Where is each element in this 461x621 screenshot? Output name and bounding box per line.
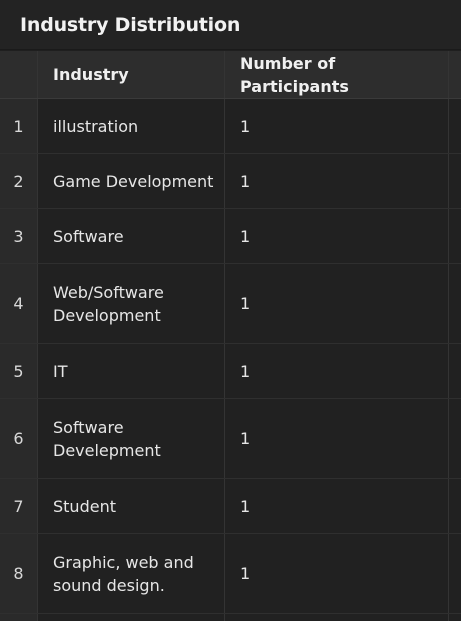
table-row[interactable]: 1 illustration 1 xyxy=(0,99,461,154)
row-filler xyxy=(449,614,461,621)
participants-cell-empty xyxy=(225,614,449,621)
table-row[interactable]: 2 Game Development 1 xyxy=(0,154,461,209)
participants-cell[interactable]: 1 xyxy=(225,99,449,153)
row-index: 8 xyxy=(0,534,38,613)
row-filler xyxy=(449,399,461,478)
industry-cell[interactable]: Software Develepment xyxy=(38,399,225,478)
participants-cell[interactable]: 1 xyxy=(225,534,449,613)
row-index: 7 xyxy=(0,479,38,533)
table-header-row: Industry Number of Participants xyxy=(0,51,461,99)
industry-column-header[interactable]: Industry xyxy=(38,51,225,98)
industry-cell[interactable]: Web/Software Development xyxy=(38,264,225,343)
participants-cell[interactable]: 1 xyxy=(225,344,449,398)
participants-column-header[interactable]: Number of Participants xyxy=(225,51,449,98)
row-index: 3 xyxy=(0,209,38,263)
industry-cell[interactable]: illustration xyxy=(38,99,225,153)
industry-cell[interactable]: Game Development xyxy=(38,154,225,208)
participants-cell[interactable]: 1 xyxy=(225,154,449,208)
industry-cell[interactable]: IT xyxy=(38,344,225,398)
panel-header: Industry Distribution xyxy=(0,0,461,50)
row-filler xyxy=(449,209,461,263)
row-filler xyxy=(449,99,461,153)
table-row[interactable]: 7 Student 1 xyxy=(0,479,461,534)
row-filler xyxy=(449,154,461,208)
industry-cell-empty xyxy=(38,614,225,621)
row-index: 1 xyxy=(0,99,38,153)
row-filler xyxy=(449,344,461,398)
row-index: 5 xyxy=(0,344,38,398)
table-row[interactable]: 5 IT 1 xyxy=(0,344,461,399)
row-index-empty xyxy=(0,614,38,621)
table-row-partial xyxy=(0,614,461,621)
table-row[interactable]: 3 Software 1 xyxy=(0,209,461,264)
participants-cell[interactable]: 1 xyxy=(225,209,449,263)
index-column-header[interactable] xyxy=(0,51,38,98)
column-header-filler xyxy=(449,51,461,98)
row-filler xyxy=(449,479,461,533)
table-row[interactable]: 4 Web/Software Development 1 xyxy=(0,264,461,344)
participants-cell[interactable]: 1 xyxy=(225,479,449,533)
industry-cell[interactable]: Software xyxy=(38,209,225,263)
panel-title: Industry Distribution xyxy=(20,13,241,36)
row-filler xyxy=(449,264,461,343)
row-index: 4 xyxy=(0,264,38,343)
row-index: 6 xyxy=(0,399,38,478)
row-filler xyxy=(449,534,461,613)
participants-cell[interactable]: 1 xyxy=(225,399,449,478)
industry-cell[interactable]: Student xyxy=(38,479,225,533)
table-row[interactable]: 8 Graphic, web and sound design. 1 xyxy=(0,534,461,614)
data-grid: Industry Number of Participants 1 illust… xyxy=(0,51,461,621)
row-index: 2 xyxy=(0,154,38,208)
table-row[interactable]: 6 Software Develepment 1 xyxy=(0,399,461,479)
participants-cell[interactable]: 1 xyxy=(225,264,449,343)
industry-cell[interactable]: Graphic, web and sound design. xyxy=(38,534,225,613)
